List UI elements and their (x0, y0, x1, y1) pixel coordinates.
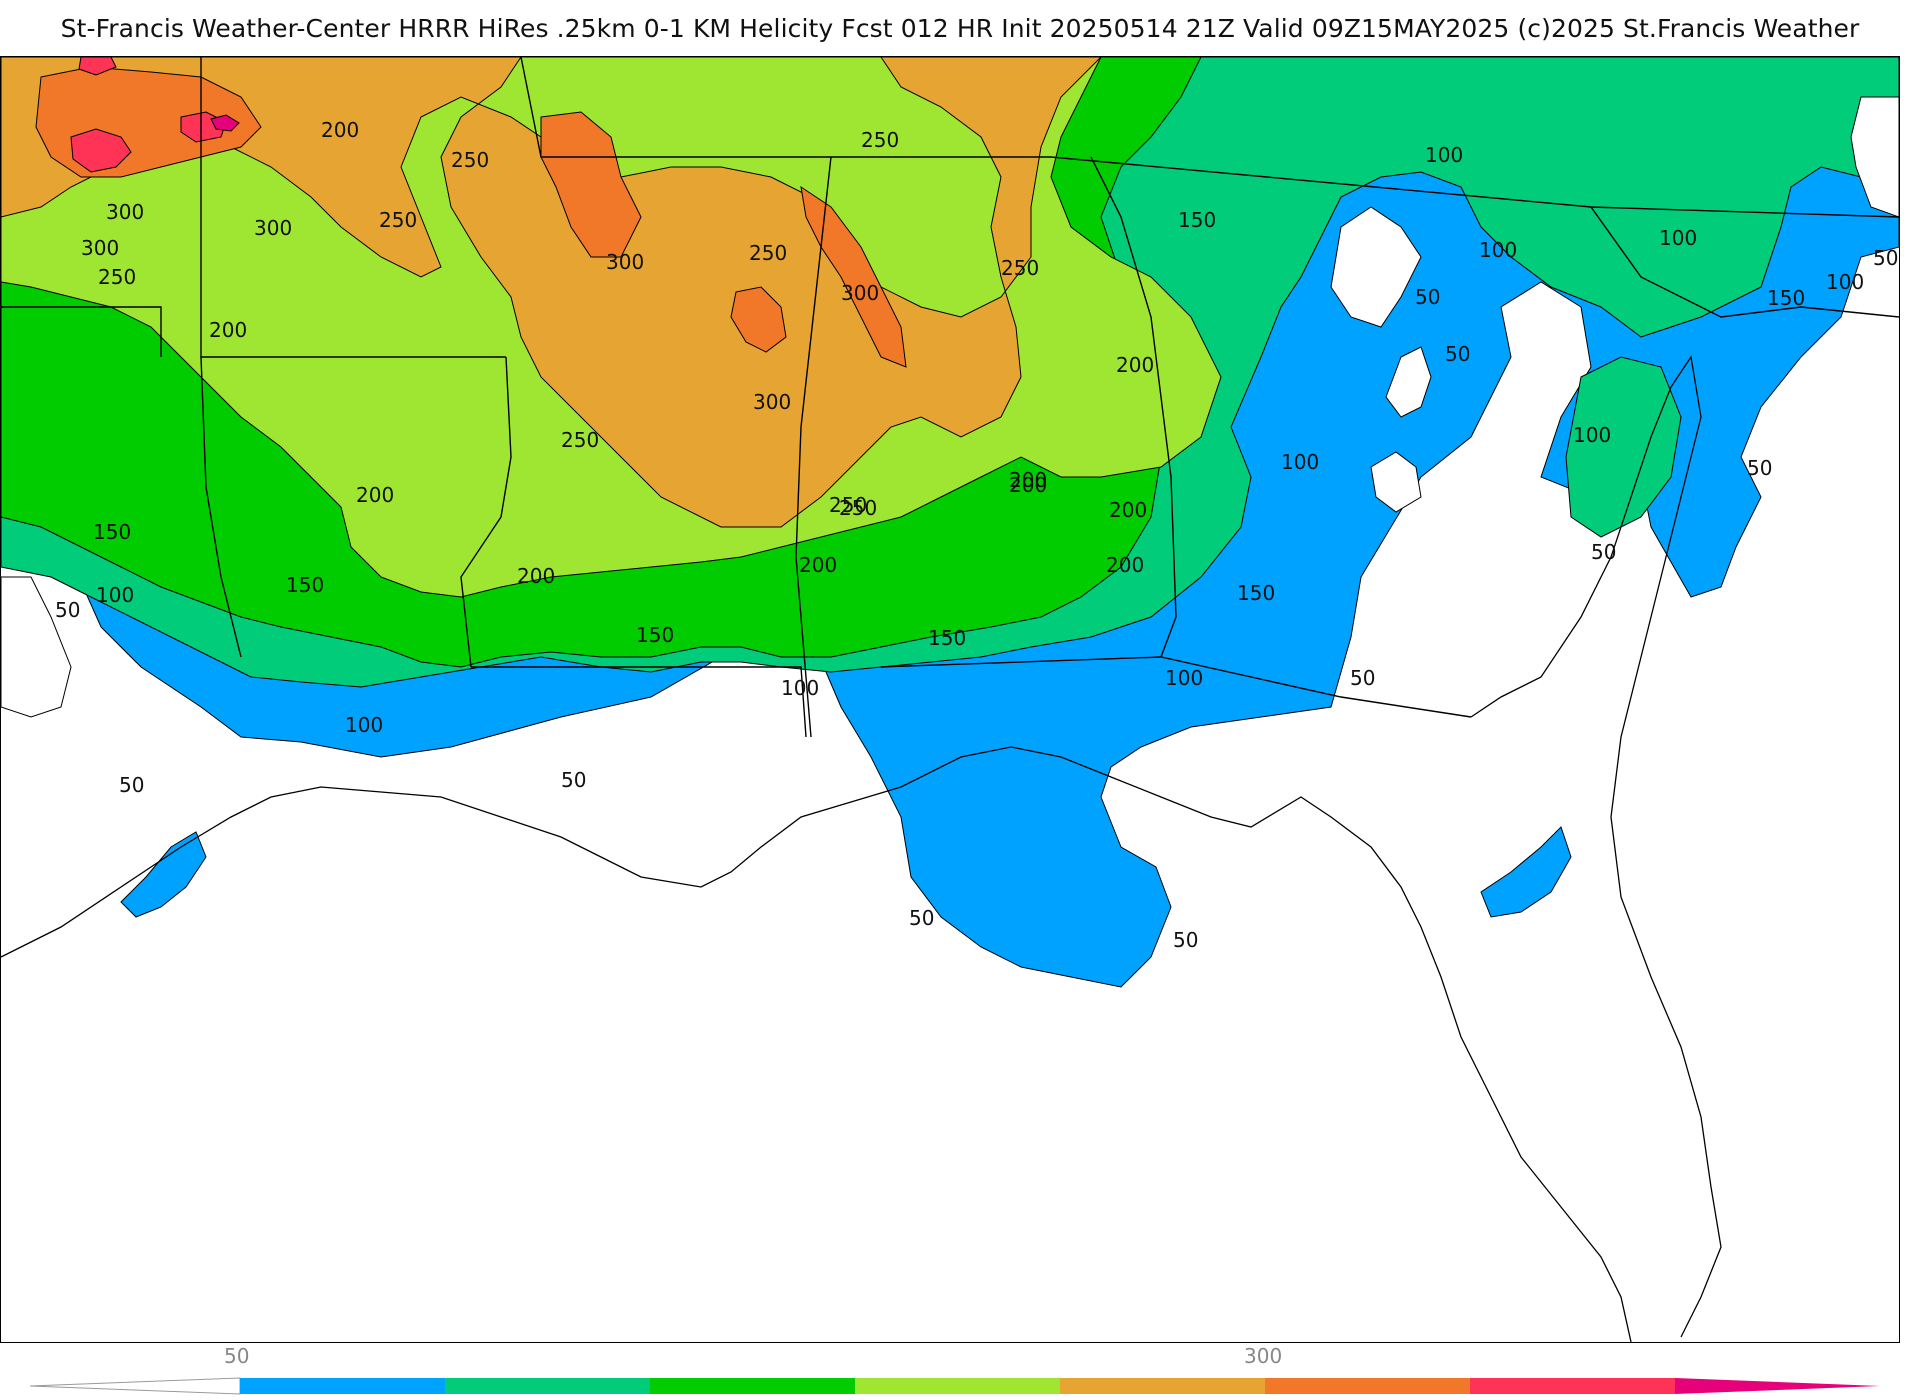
contour-label: 150 (1767, 286, 1805, 310)
contour-label: 100 (1479, 238, 1517, 262)
contour-label: 250 (829, 493, 867, 517)
colorbar-segment (650, 1378, 855, 1394)
helicity-map: 200 250 250 300 300 300 250 300 200 250 … (1, 57, 1899, 1342)
band-350-400 (70, 57, 227, 173)
contour-label: 50 (1591, 540, 1616, 564)
contour-label: 300 (254, 216, 292, 240)
contour-label: 300 (606, 250, 644, 274)
contour-label: 200 (1116, 353, 1154, 377)
contour-label: 50 (1173, 928, 1198, 952)
contour-labels: 200 250 250 300 300 300 250 300 200 250 … (55, 118, 1898, 952)
coastline (1, 355, 1722, 1342)
contour-label: 250 (1001, 256, 1039, 280)
contour-label: 300 (81, 236, 119, 260)
contour-label: 100 (345, 713, 383, 737)
contour-label: 250 (561, 428, 599, 452)
state-boundaries (1, 57, 1899, 738)
map-title: St-Francis Weather-Center HRRR HiRes .25… (60, 13, 1860, 43)
contour-label: 50 (561, 768, 586, 792)
contour-label: 300 (106, 200, 144, 224)
contour-label: 50 (909, 906, 934, 930)
contour-label: 50 (55, 598, 80, 622)
contour-label: 100 (781, 676, 819, 700)
contour-label: 300 (841, 281, 879, 305)
contour-label: 250 (451, 148, 489, 172)
contour-label: 250 (839, 496, 877, 520)
contour-label: 150 (928, 626, 966, 650)
contour-label: 300 (753, 390, 791, 414)
colorbar-segment (1060, 1378, 1265, 1394)
contour-label: 100 (1826, 270, 1864, 294)
colorbar-segment (1470, 1378, 1675, 1394)
contour-label: 50 (1445, 342, 1470, 366)
colorbar-segment (1265, 1378, 1470, 1394)
contour-label: 100 (1425, 143, 1463, 167)
contour-label: 150 (1237, 581, 1275, 605)
contour-label: 100 (1659, 226, 1697, 250)
contour-label: 200 (1009, 473, 1047, 497)
contour-label: 100 (1573, 423, 1611, 447)
contour-label: 50 (1350, 666, 1375, 690)
contour-label: 50 (1873, 246, 1898, 270)
colorbar-tick-label: 50 (224, 1344, 250, 1368)
colorbar: 50 300 (0, 1342, 1920, 1400)
contour-label: 200 (1109, 498, 1147, 522)
contour-label: 50 (1415, 285, 1440, 309)
contour-label: 200 (1106, 553, 1144, 577)
contour-label: 150 (286, 573, 324, 597)
contour-label: 250 (98, 265, 136, 289)
contour-label: 100 (96, 583, 134, 607)
contour-label: 150 (1178, 208, 1216, 232)
contour-label: 250 (379, 208, 417, 232)
colorbar-bar (29, 1377, 1880, 1395)
contour-label: 100 (1165, 666, 1203, 690)
colorbar-tick-label: 300 (1244, 1344, 1283, 1368)
contour-label: 250 (749, 241, 787, 265)
colorbar-segment (445, 1378, 650, 1394)
contour-label: 250 (861, 128, 899, 152)
colorbar-segment (240, 1378, 445, 1394)
contour-label: 150 (93, 520, 131, 544)
contour-label: 200 (799, 553, 837, 577)
contour-label: 100 (1281, 450, 1319, 474)
title-bar: St-Francis Weather-Center HRRR HiRes .25… (0, 0, 1920, 56)
contour-label: 200 (209, 318, 247, 342)
band-400-plus (210, 114, 240, 132)
contour-label: 150 (636, 623, 674, 647)
low-helicity-areas (1, 96, 1899, 718)
contour-label: 50 (119, 773, 144, 797)
map-frame: 200 250 250 300 300 300 250 300 200 250 … (0, 56, 1900, 1343)
contour-label: 50 (1747, 456, 1772, 480)
colorbar-low-arrow (29, 1377, 241, 1395)
colorbar-high-arrow (1675, 1378, 1880, 1394)
colorbar-segment (855, 1378, 1060, 1394)
contour-label: 200 (356, 483, 394, 507)
contour-label: 200 (517, 564, 555, 588)
band-250-300 (1, 57, 1102, 528)
contour-label: 200 (1009, 468, 1047, 492)
contour-label: 200 (321, 118, 359, 142)
